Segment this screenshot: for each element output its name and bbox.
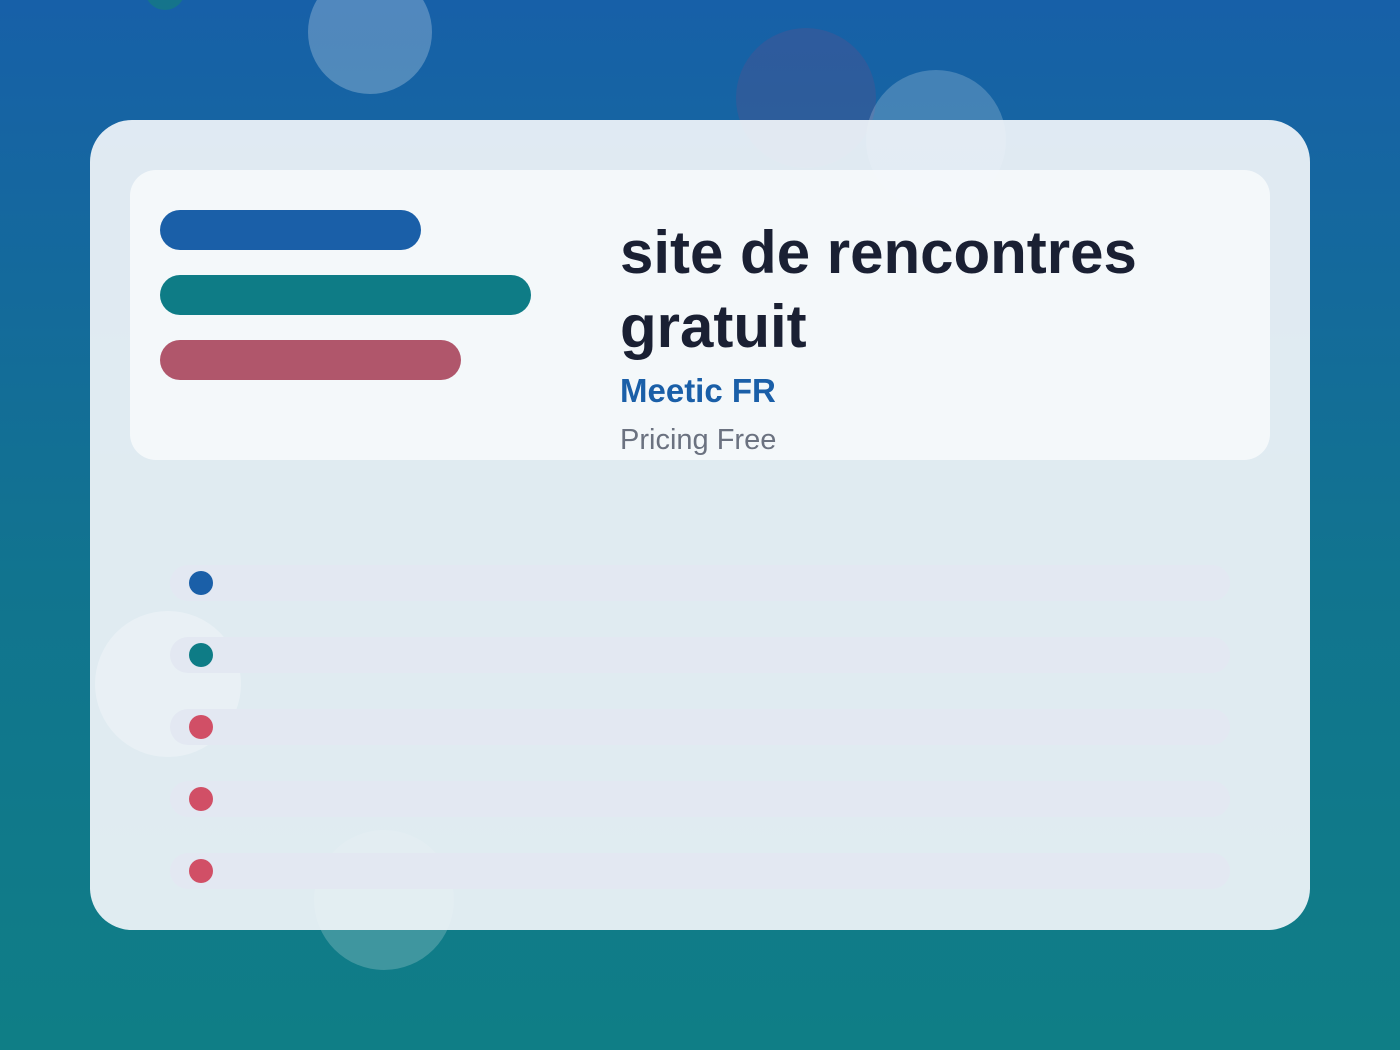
accent-bar — [160, 275, 531, 315]
header-panel: site de rencontres gratuit Meetic FR Pri… — [130, 170, 1270, 460]
list-row — [170, 709, 1230, 745]
list-row — [170, 781, 1230, 817]
list-row — [170, 853, 1230, 889]
dot — [189, 643, 213, 667]
list-row — [170, 565, 1230, 601]
list-row — [170, 637, 1230, 673]
title: site de rencontres gratuit — [620, 219, 1137, 360]
accent-bar — [160, 210, 421, 250]
dot — [189, 787, 213, 811]
meta: Pricing Free — [620, 424, 777, 456]
bubble — [308, 0, 432, 94]
accent-bar — [160, 340, 461, 380]
dot — [189, 715, 213, 739]
subtitle: Meetic FR — [620, 372, 776, 409]
dot — [189, 571, 213, 595]
bubble — [147, 0, 183, 10]
card: site de rencontres gratuit Meetic FR Pri… — [90, 120, 1310, 930]
dot — [189, 859, 213, 883]
